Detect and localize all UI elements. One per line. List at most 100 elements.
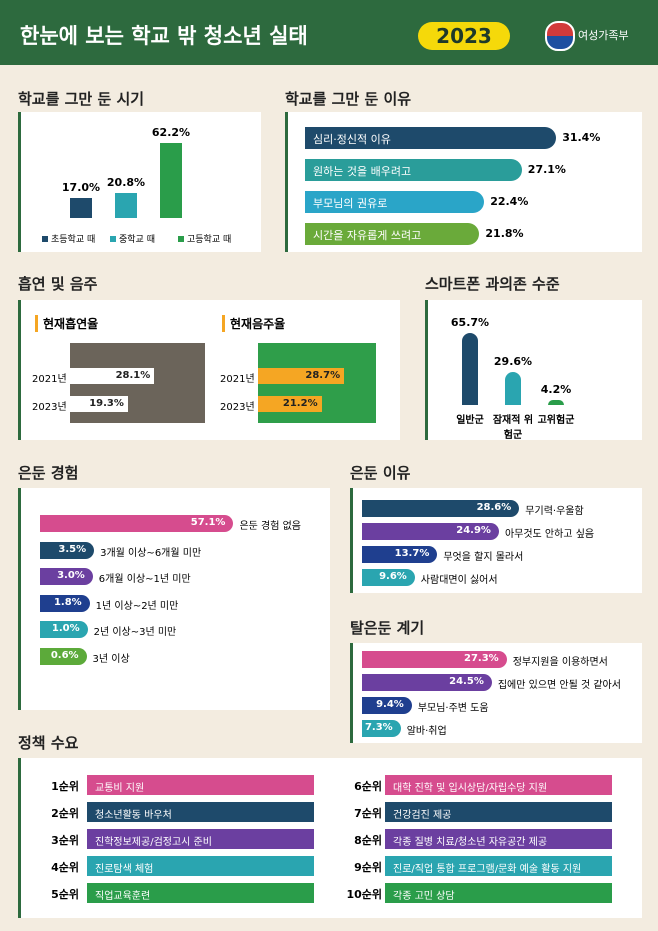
policy-bar	[87, 775, 314, 795]
bar	[40, 541, 95, 559]
bar	[505, 372, 521, 405]
value-label: 29.6%	[493, 355, 533, 369]
rank-label: 4순위	[51, 861, 79, 874]
panel	[18, 112, 261, 252]
bar	[305, 127, 557, 149]
policy-bar	[87, 856, 314, 876]
value-label: 31.4%	[562, 131, 601, 144]
bar	[70, 368, 155, 384]
bar-label: 2년 이상~3년 미만	[93, 627, 177, 638]
bar	[362, 720, 401, 737]
value-label: 28.7%	[305, 370, 341, 381]
section-title: 흡연 및 음주	[18, 275, 98, 293]
section-title: 학교를 그만 둔 이유	[285, 90, 412, 108]
year-label: 2021년	[32, 374, 67, 385]
rank-label: 1순위	[51, 780, 79, 793]
bar	[362, 546, 438, 563]
value-label: 19.3%	[89, 398, 124, 409]
value-label: 17.0%	[61, 180, 101, 194]
rank-label: 9순위	[354, 861, 382, 874]
bar-label: 3년 이상	[92, 653, 130, 665]
value-label: 7.3%	[364, 722, 393, 733]
value-label: 0.6%	[50, 649, 79, 661]
year-label: 2021년	[220, 374, 255, 385]
rank-label: 2순위	[51, 807, 79, 820]
bar	[362, 500, 520, 517]
bar	[362, 697, 412, 714]
page-title: 한눈에 보는 학교 밖 청소년 실태	[20, 24, 308, 48]
bar-label: 알바·취업	[406, 726, 447, 737]
bar-label: 은둔 경험 없음	[239, 521, 302, 532]
policy-item: 대학 진학 및 입시상담/자립수당 지원	[393, 783, 548, 794]
value-label: 57.1%	[190, 517, 226, 528]
value-label: 9.4%	[376, 699, 404, 710]
section-title: 학교를 그만 둔 시기	[18, 90, 145, 108]
rank-label: 3순위	[51, 834, 79, 847]
value-label: 22.4%	[490, 195, 529, 208]
bar	[160, 143, 182, 218]
bar	[115, 193, 137, 218]
category-label: 잠재적 위험군	[492, 415, 534, 441]
section-title: 정책 수요	[18, 734, 79, 752]
section-title: 탈은둔 계기	[350, 619, 425, 637]
year-label: 2023년	[32, 402, 67, 413]
bar	[362, 651, 507, 668]
value-label: 4.2%	[540, 383, 572, 397]
bar-label: 사람대면이 싫어서	[420, 575, 498, 586]
bar	[305, 191, 485, 213]
value-label: 9.6%	[379, 571, 407, 582]
bar	[362, 674, 492, 691]
policy-item: 교통비 지원	[95, 783, 145, 794]
policy-item: 진학정보제공/검정고시 준비	[95, 837, 212, 848]
policy-bar	[87, 883, 314, 903]
bar	[70, 396, 128, 412]
value-label: 28.6%	[476, 502, 512, 513]
value-label: 3.0%	[57, 570, 85, 581]
bar	[548, 400, 564, 405]
policy-bar	[385, 883, 612, 903]
policy-item: 진로/직업 통합 프로그램/문화 예술 활동 지원	[393, 864, 582, 875]
legend-label: 초등학교 때	[51, 235, 96, 245]
ministry: 여성가족부	[578, 29, 629, 42]
section-title: 스마트폰 과의존 수준	[425, 275, 560, 293]
sub-label: 현재음주율	[222, 315, 285, 332]
value-label: 24.5%	[449, 676, 484, 687]
bar-label: 정부지원을 이용하면서	[512, 657, 608, 668]
bar-label: 원하는 것을 배우려고	[313, 165, 412, 178]
bar	[258, 368, 345, 384]
bar-label: 부모님·주변 도움	[417, 703, 489, 714]
rank-label: 5순위	[51, 888, 79, 901]
bar	[305, 159, 522, 181]
rank-label: 10순위	[346, 888, 382, 901]
policy-item: 직업교육훈련	[95, 891, 151, 902]
legend-label: 고등학교 때	[187, 235, 232, 245]
rank-label: 8순위	[354, 834, 382, 847]
legend-label: 중학교 때	[119, 235, 155, 245]
bar	[40, 647, 87, 665]
policy-item: 건강검진 제공	[393, 810, 452, 821]
section-title: 은둔 이유	[350, 464, 411, 482]
value-label: 28.1%	[115, 370, 151, 381]
sub-label: 현재흡연율	[35, 315, 98, 332]
policy-bar	[385, 775, 612, 795]
year-badge: 2023	[418, 22, 510, 50]
category-label: 고위험군	[537, 415, 575, 426]
bar	[40, 515, 234, 532]
value-label: 62.2%	[151, 126, 191, 140]
logo	[545, 21, 575, 51]
policy-bar	[385, 856, 612, 876]
bar	[40, 594, 90, 612]
value-label: 24.9%	[456, 525, 491, 536]
bar-label: 무기력·우울함	[525, 506, 584, 517]
bar	[362, 569, 415, 586]
value-label: 20.8%	[106, 176, 146, 190]
bar-label: 3개월 이상~6개월 미만	[100, 547, 202, 559]
policy-bar	[385, 802, 612, 822]
policy-bar	[87, 802, 314, 822]
bar-label: 1년 이상~2년 미만	[95, 600, 179, 612]
bar-label: 집에만 있으면 안될 것 같아서	[497, 680, 621, 691]
policy-item: 청소년활동 바우처	[95, 810, 172, 821]
bar	[70, 197, 92, 218]
legend-swatch	[110, 236, 116, 242]
bar	[258, 396, 322, 412]
